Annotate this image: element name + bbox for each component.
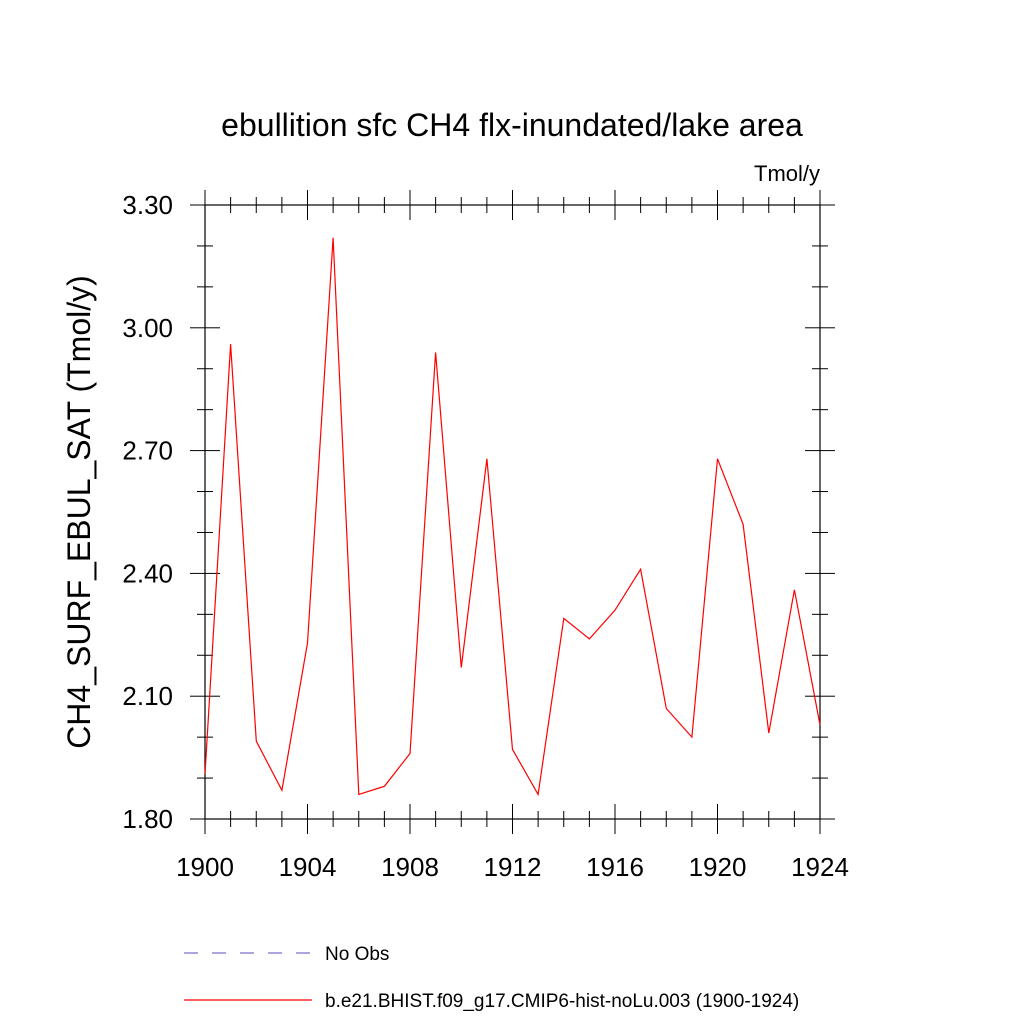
x-tick-label: 1920 [689, 852, 747, 882]
plot-frame [204, 204, 821, 820]
y-tick-label: 3.00 [122, 313, 173, 343]
chart-title: ebullition sfc CH4 flx-inundated/lake ar… [221, 107, 803, 143]
legend-label-series: b.e21.BHIST.f09_g17.CMIP6-hist-noLu.003 … [325, 991, 799, 1012]
axis-tick-labels: 1900 1904 1908 1912 1916 1920 1924 1.80 2.10 2.40… [122, 190, 849, 882]
y-tick-label: 1.80 [122, 804, 173, 834]
units-label: Tmol/y [754, 161, 820, 186]
x-tick-label: 1908 [381, 852, 439, 882]
y-tick-label: 2.10 [122, 681, 173, 711]
x-tick-label: 1900 [176, 852, 234, 882]
y-tick-label: 3.30 [122, 190, 173, 220]
y-tick-label: 2.40 [122, 558, 173, 588]
axis-ticks [190, 190, 835, 834]
legend-label-no-obs: No Obs [325, 944, 389, 965]
x-tick-label: 1912 [484, 852, 542, 882]
series-layer [204, 237, 821, 797]
legend: No Obs b.e21.BHIST.f09_g17.CMIP6-hist-no… [184, 944, 799, 1012]
x-tick-label: 1916 [586, 852, 644, 882]
y-tick-label: 2.70 [122, 436, 173, 466]
series-line-0 [204, 237, 821, 797]
x-tick-label: 1904 [279, 852, 337, 882]
x-tick-label: 1924 [791, 852, 849, 882]
y-axis-label: CH4_SURF_EBUL_SAT (Tmol/y) [61, 275, 97, 749]
